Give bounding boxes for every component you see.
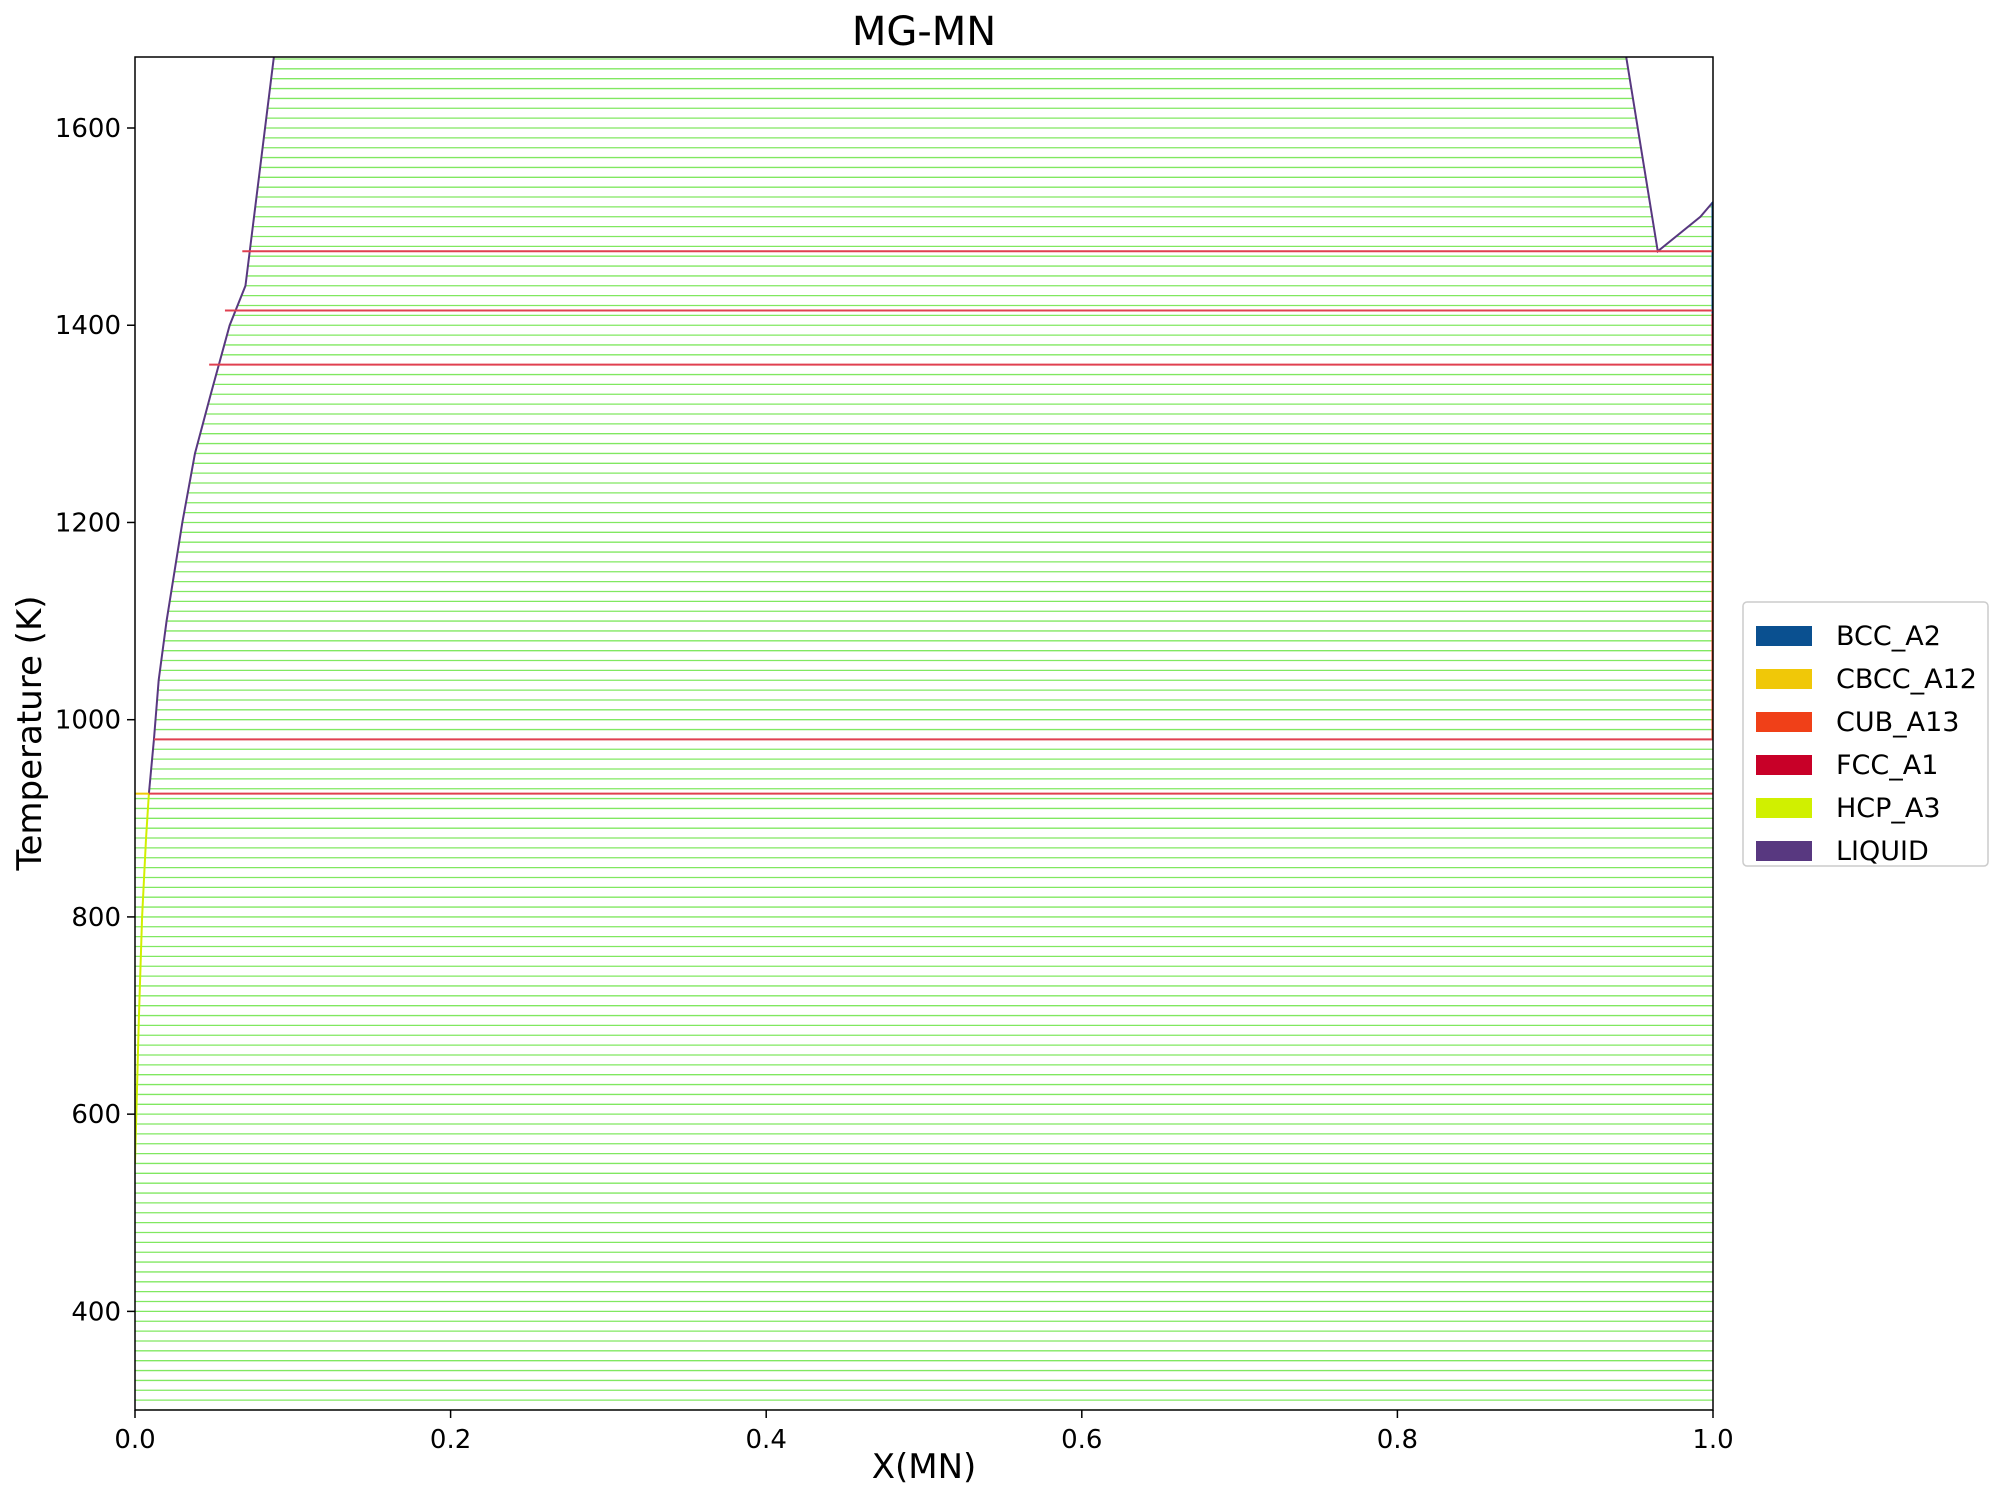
legend: BCC_A2 CBCC_A12 CUB_A13 FCC_A1 HCP_A3 LIQUID: [1742, 601, 1989, 867]
legend-label-hcp_a3: HCP_A3: [1836, 793, 1941, 824]
legend-swatch-cub_a13: [1756, 712, 1812, 732]
liquidus-right-line: [1625, 57, 1713, 254]
y-tick-label: 800: [71, 903, 121, 933]
x-tick-label: 0.6: [1061, 1425, 1102, 1455]
liquid-region-right: [1626, 57, 1713, 252]
x-tick-label: 0.8: [1377, 1425, 1418, 1455]
legend-swatch-liquid: [1756, 841, 1812, 861]
y-tick-label: 1400: [55, 311, 121, 341]
hcp-solvus-line: [135, 793, 150, 1164]
chart-title: MG-MN: [852, 9, 996, 55]
x-tick-label: 1.0: [1692, 1425, 1733, 1455]
plot-area: [134, 56, 1714, 1411]
plot-frame: [134, 56, 1714, 1411]
y-axis: 400 600 800 1000 1200 1400 1600: [55, 114, 135, 1327]
legend-label-fcc_a1: FCC_A1: [1836, 750, 1938, 781]
legend-swatch-cbcc_a12: [1756, 669, 1812, 689]
legend-label-bcc_a2: BCC_A2: [1836, 621, 1941, 652]
y-tick-label: 1600: [55, 114, 121, 144]
y-tick-label: 600: [71, 1100, 121, 1130]
legend-swatch-fcc_a1: [1756, 755, 1812, 775]
liquid-region-left: [135, 57, 274, 794]
y-axis-label: Temperature (K): [10, 595, 50, 871]
liquidus-left-line: [147, 57, 275, 794]
x-tick-label: 0.2: [430, 1425, 471, 1455]
x-axis-label: X(MN): [872, 1447, 977, 1487]
legend-label-liquid: LIQUID: [1836, 836, 1929, 867]
tieline-group: [135, 57, 1713, 1410]
y-tick-label: 1200: [55, 508, 121, 538]
y-tick-label: 1000: [55, 706, 121, 736]
phase-boundary-group: [135, 57, 1713, 1164]
x-tick-label: 0.4: [746, 1425, 787, 1455]
legend-label-cub_a13: CUB_A13: [1836, 707, 1959, 738]
x-tick-label: 0.0: [114, 1425, 155, 1455]
legend-swatch-bcc_a2: [1756, 626, 1812, 646]
legend-swatch-hcp_a3: [1756, 798, 1812, 818]
legend-label-cbcc_a12: CBCC_A12: [1836, 664, 1977, 695]
invariant-line-group: [148, 250, 1713, 795]
x-axis: 0.0 0.2 0.4 0.6 0.8 1.0: [114, 1410, 1734, 1455]
y-tick-label: 400: [71, 1297, 121, 1327]
